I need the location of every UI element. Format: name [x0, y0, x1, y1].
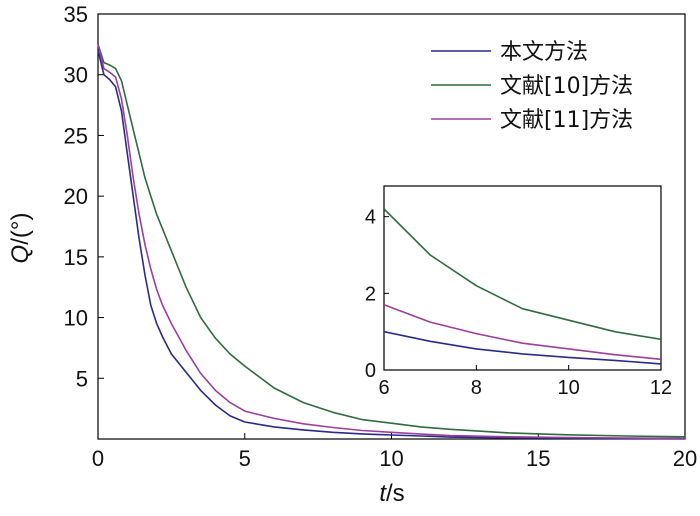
- x-tick-label: 5: [239, 446, 251, 471]
- inset-x-tick-label: 8: [471, 377, 482, 399]
- y-tick-label: 15: [64, 245, 88, 270]
- inset-y-tick-label: 4: [365, 207, 376, 229]
- y-tick-label: 5: [76, 366, 88, 391]
- x-tick-label: 0: [92, 446, 104, 471]
- series-line-1: [97, 50, 686, 440]
- series-line-2: [97, 44, 686, 438]
- series-line-3: [97, 44, 686, 440]
- legend-label-3: 文献[11]方法: [500, 108, 633, 133]
- x-axis-label: t/s: [379, 480, 404, 507]
- y-tick-label: 30: [64, 63, 88, 88]
- inset-series-line-3: [384, 304, 661, 361]
- inset-x-tick-label: 12: [650, 377, 672, 399]
- inset-y-tick-label: 0: [365, 360, 376, 382]
- x-tick-label: 15: [526, 446, 550, 471]
- y-axis-label: Q/(°): [7, 213, 34, 264]
- y-tick-label: 10: [64, 306, 88, 331]
- inset-frame: [383, 185, 662, 371]
- y-axis-label-unit: /(°): [7, 213, 34, 245]
- legend-label-2: 文献[10]方法: [500, 74, 633, 99]
- inset-x-tick-label: 6: [378, 377, 389, 399]
- y-tick-label: 25: [64, 123, 88, 148]
- inset-x-tick-label: 10: [558, 377, 580, 399]
- legend-label-1: 本文方法: [500, 40, 588, 65]
- inset-series-line-2: [384, 208, 661, 341]
- inset-y-tick-label: 2: [365, 283, 376, 305]
- main-series: [97, 44, 686, 440]
- inset-series-line-1: [384, 330, 661, 365]
- x-axis-label-var: t: [379, 480, 387, 507]
- y-axis-label-var: Q: [7, 245, 34, 264]
- y-tick-label: 35: [64, 2, 88, 27]
- inset-series: [384, 208, 661, 365]
- x-tick-label: 20: [673, 446, 697, 471]
- y-tick-label: 20: [64, 184, 88, 209]
- inset-chart: 6 8 10 12 0 2 4: [365, 185, 672, 399]
- x-axis-label-unit: /s: [386, 480, 405, 507]
- x-tick-label: 10: [379, 446, 403, 471]
